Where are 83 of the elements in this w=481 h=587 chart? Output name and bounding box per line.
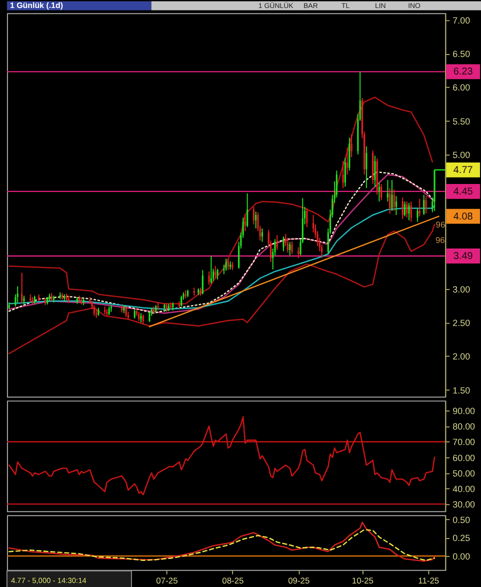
candlestick — [252, 206, 255, 225]
y-tick-label: 80.00 — [452, 422, 476, 432]
candlestick — [255, 211, 257, 229]
candlestick — [148, 311, 150, 322]
annotation: 96 — [436, 219, 446, 230]
y-tick-label: 90.00 — [452, 406, 476, 416]
y-tick-label: 2.00 — [452, 352, 470, 362]
x-tick-label: 07-25 — [156, 575, 178, 586]
candlestick — [140, 312, 142, 324]
candlestick — [261, 228, 264, 242]
y-tick-label: 0.25 — [452, 533, 470, 544]
candlestick — [227, 258, 229, 271]
x-tick-label: 09-25 — [288, 575, 310, 586]
y-tick-label: 1.50 — [452, 385, 470, 396]
candlestick — [380, 184, 382, 201]
candlestick — [374, 155, 376, 188]
ref-line-label: 4.45 — [453, 186, 474, 198]
candlestick — [180, 295, 182, 307]
line-series — [8, 96, 434, 304]
candlestick — [282, 236, 284, 252]
candlestick — [21, 272, 23, 304]
candlestick — [423, 194, 425, 216]
candlestick — [408, 202, 410, 221]
y-tick-label: 30.00 — [452, 500, 476, 510]
candlestick — [286, 237, 289, 254]
y-tick-label: 0.50 — [452, 514, 470, 525]
ref-line-label: 3.49 — [453, 250, 474, 262]
candlestick — [386, 179, 389, 202]
candlestick — [16, 286, 18, 303]
y-tick-label: 0.00 — [452, 551, 470, 562]
candlestick — [391, 179, 393, 212]
candlestick — [410, 201, 412, 222]
candlestick — [23, 295, 25, 306]
line-series — [8, 224, 436, 354]
candlestick — [393, 188, 395, 212]
candlestick — [406, 201, 408, 218]
candlestick — [350, 134, 352, 158]
candlestick — [389, 188, 391, 214]
y-tick-label: 5.50 — [452, 116, 470, 126]
candlestick — [289, 241, 291, 256]
candlestick — [246, 192, 248, 228]
candlestick — [208, 270, 210, 286]
x-tick-label: 08-25 — [222, 575, 244, 586]
text: 4.77 — [453, 164, 473, 176]
y-tick-label: 3.00 — [452, 284, 470, 294]
candlestick — [378, 182, 380, 202]
y-tick-label: 2.50 — [452, 318, 470, 328]
candlestick — [93, 304, 95, 316]
candlestick — [404, 201, 406, 217]
candlestick — [425, 196, 427, 214]
y-tick-label: 60.00 — [452, 452, 476, 463]
candlestick — [346, 147, 348, 176]
y-tick-label: 6.50 — [452, 49, 470, 60]
y-tick-label: 40.00 — [452, 484, 476, 494]
candlestick — [214, 266, 216, 279]
ref-line-label: 6.23 — [453, 66, 474, 78]
candlestick — [342, 160, 344, 189]
candlestick — [202, 270, 204, 295]
candlestick — [416, 208, 418, 222]
candlestick — [366, 146, 368, 189]
line-series — [8, 522, 436, 562]
y-tick-label: 6.00 — [452, 82, 470, 93]
candlestick — [216, 268, 218, 280]
candlestick — [276, 234, 278, 250]
candlestick — [291, 240, 293, 254]
candlestick — [225, 258, 227, 272]
annotation: 96 — [435, 235, 446, 246]
candlestick — [306, 208, 308, 228]
candlestick — [210, 256, 212, 284]
candlestick — [395, 196, 398, 216]
candlestick — [402, 196, 404, 220]
y-tick-label: 50.00 — [452, 468, 476, 478]
data-label: 4.08 — [453, 211, 474, 222]
x-tick-label: 11-25 — [418, 575, 440, 586]
y-tick-label: 70.00 — [452, 437, 476, 448]
candlestick — [134, 308, 136, 320]
y-tick-label: 5.00 — [452, 150, 470, 160]
candlestick — [344, 157, 346, 188]
x-tick-label: 10-25 — [352, 575, 374, 586]
candlestick — [244, 214, 246, 232]
chart-title: 1 Günlük (.1d) — [10, 1, 64, 10]
y-tick-label: 7.00 — [452, 15, 470, 26]
line-series — [8, 529, 436, 562]
